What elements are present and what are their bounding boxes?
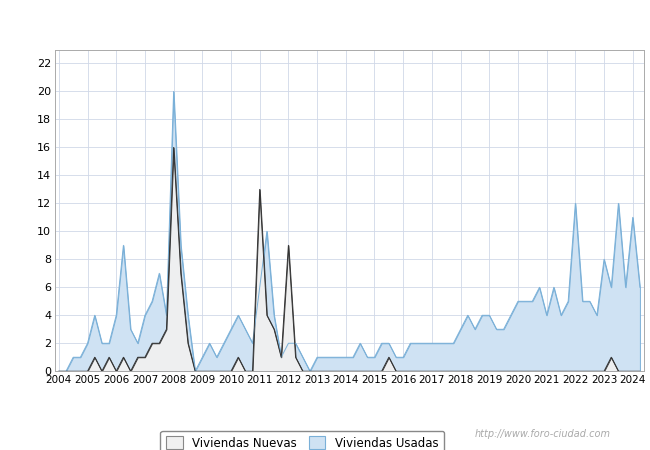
Legend: Viviendas Nuevas, Viviendas Usadas: Viviendas Nuevas, Viviendas Usadas xyxy=(161,431,445,450)
Text: http://www.foro-ciudad.com: http://www.foro-ciudad.com xyxy=(474,429,610,439)
Text: Siles - Evolucion del Nº de Transacciones Inmobiliarias: Siles - Evolucion del Nº de Transaccione… xyxy=(125,16,525,31)
